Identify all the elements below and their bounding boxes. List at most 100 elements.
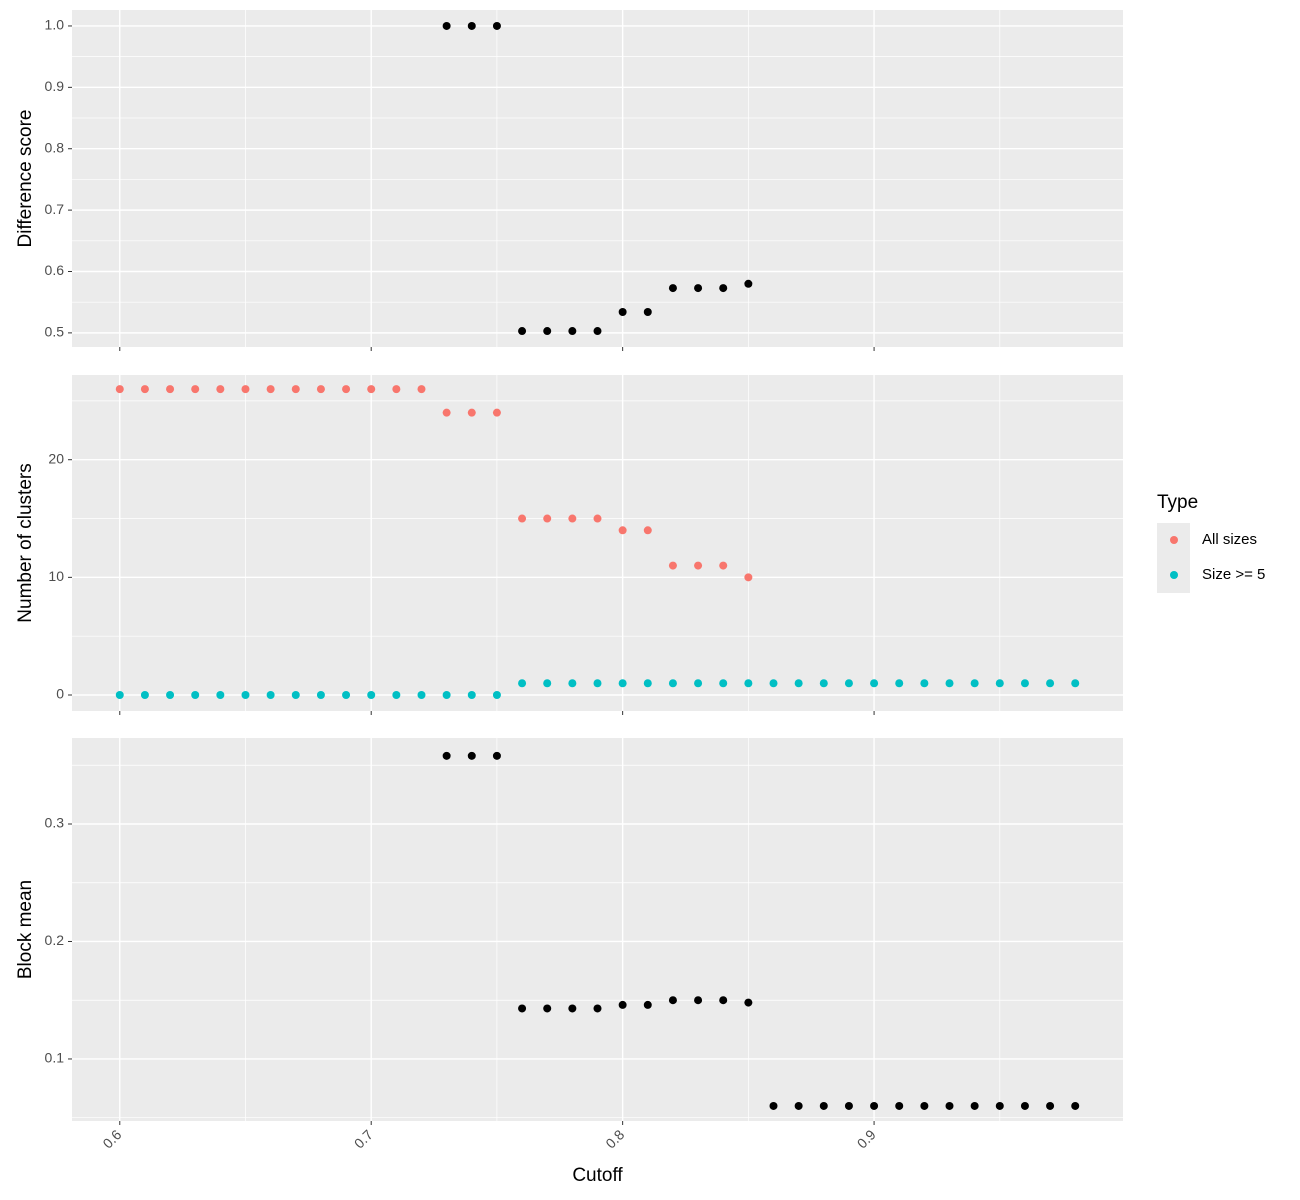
point [492,691,501,699]
point [291,385,300,394]
point [668,561,677,570]
point [995,1101,1004,1110]
point [467,408,476,417]
point [744,279,753,288]
point [618,679,627,688]
point [115,691,124,699]
y-axis-title: Block mean [15,880,36,979]
point [518,1004,527,1013]
point [643,1000,652,1009]
point [442,751,451,760]
x-tick-label: 0.9 [854,1126,879,1151]
point [694,284,703,293]
point [719,284,728,293]
point [719,996,728,1005]
point [694,679,703,688]
point [543,327,552,336]
legend-label: Size >= 5 [1202,566,1265,583]
point [970,679,979,688]
point [794,1101,803,1110]
point [417,385,426,394]
point [316,691,325,699]
point [266,691,275,699]
point [543,514,552,523]
point [392,385,401,394]
point [291,691,300,699]
y-tick-label: 0.3 [45,815,65,831]
point [518,514,527,523]
y-tick-label: 0.5 [45,324,65,340]
point [367,385,376,394]
legend-key [1170,536,1178,544]
x-axis-title: Cutoff [572,1165,623,1186]
point [1046,679,1055,688]
point [392,691,401,699]
y-tick-label: 0 [56,686,64,702]
point [191,385,200,394]
point [543,679,552,688]
point [719,561,728,570]
y-tick-label: 0.6 [45,262,65,278]
point [593,679,602,688]
point [442,21,451,30]
point [492,751,501,760]
point [618,526,627,535]
point [492,21,501,30]
point [140,385,149,394]
point [442,408,451,417]
point [467,21,476,30]
point [668,284,677,293]
y-axis-title: Difference score [15,110,36,248]
point [995,679,1004,688]
point [1020,679,1029,688]
point [593,327,602,336]
legend-label: All sizes [1202,531,1257,548]
panel-background [72,375,1123,711]
point [543,1004,552,1013]
point [668,996,677,1005]
point [342,385,351,394]
point [870,1101,879,1110]
y-tick-label: 0.2 [45,932,65,948]
point [895,679,904,688]
point [794,679,803,688]
point [568,327,577,336]
point [920,1101,929,1110]
point [719,679,728,688]
panel-background [72,10,1123,347]
point [115,385,124,394]
y-tick-label: 20 [48,450,64,466]
y-tick-label: 1.0 [45,17,65,33]
y-tick-label: 10 [48,568,64,584]
point [593,1004,602,1013]
x-tick-label: 0.6 [99,1126,124,1151]
legend-key [1170,571,1178,579]
point [945,679,954,688]
point [316,385,325,394]
point [618,308,627,317]
point [819,1101,828,1110]
point [694,561,703,570]
point [1071,1101,1080,1110]
point [1046,1101,1055,1110]
point [895,1101,904,1110]
point [668,679,677,688]
point [920,679,929,688]
y-tick-label: 0.1 [45,1050,65,1066]
point [643,679,652,688]
point [844,1101,853,1110]
y-tick-label: 0.8 [45,139,65,155]
point [367,691,376,699]
point [492,408,501,417]
point [870,679,879,688]
point [417,691,426,699]
point [518,679,527,688]
point [643,308,652,317]
legend-key-background [1157,523,1190,593]
x-tick-label: 0.7 [351,1126,376,1151]
point [241,385,250,394]
point [945,1101,954,1110]
y-tick-label: 0.9 [45,78,65,94]
point [970,1101,979,1110]
point [744,679,753,688]
